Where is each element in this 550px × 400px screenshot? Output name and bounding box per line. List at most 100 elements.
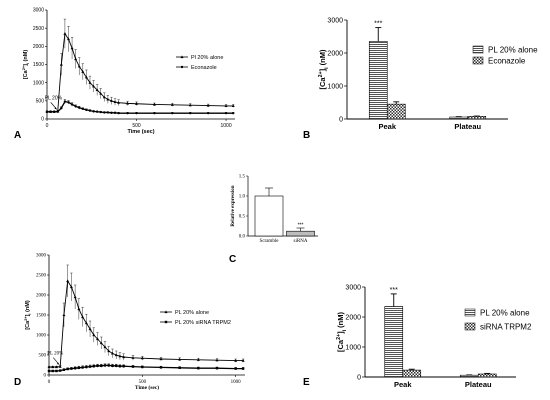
ylabel-part: i <box>342 329 348 331</box>
ylabel-part: (nM) <box>25 300 31 313</box>
data-point <box>135 102 139 105</box>
data-point <box>110 351 114 355</box>
data-point <box>234 359 238 362</box>
ylabel-part: ] <box>318 68 327 71</box>
data-point <box>73 367 77 370</box>
data-point <box>78 106 81 109</box>
data-point <box>100 364 103 367</box>
x-tick-label: 1000 <box>231 380 242 385</box>
plots: 0 500 1000 1500 2000 2500 3000 0 500 1000 Time (se… <box>22 8 538 391</box>
category-label: Plateau <box>454 122 481 131</box>
bar <box>459 374 479 378</box>
x-tick-label: 500 <box>132 123 141 129</box>
data-point <box>117 101 121 104</box>
bar <box>286 230 315 237</box>
legend-label: Econazole <box>191 65 217 71</box>
data-point <box>81 315 85 319</box>
y-tick-label: 0 <box>44 374 47 379</box>
legend-swatch <box>464 322 476 331</box>
data-point <box>67 101 70 104</box>
data-point <box>103 364 107 367</box>
bar <box>368 41 388 120</box>
legend-label: PL 20% siRNA TRPM2 <box>175 320 231 326</box>
category-label: siRNA <box>294 239 308 244</box>
ylabel-part: (nM) <box>318 49 327 67</box>
data-point <box>241 367 245 370</box>
x-tick-label: 500 <box>139 380 147 385</box>
data-point <box>88 327 92 331</box>
data-point <box>95 88 99 92</box>
data-point <box>126 101 130 105</box>
ylabel-part: ] <box>23 64 29 66</box>
data-point <box>62 313 66 317</box>
legend-swatch <box>472 56 484 65</box>
data-point <box>224 104 228 108</box>
data-point <box>45 110 49 113</box>
y-tick-label: 3000 <box>33 8 44 14</box>
data-point <box>55 369 58 373</box>
ylabel-part: [Ca <box>25 320 31 330</box>
data-point <box>74 105 77 108</box>
y-tick-label: 1000 <box>327 83 343 90</box>
bar <box>449 116 469 120</box>
data-point <box>131 365 135 368</box>
bar <box>254 195 284 237</box>
x-tick-label: 0 <box>46 123 49 129</box>
data-point <box>70 46 74 50</box>
category-label: Peak <box>378 122 396 131</box>
data-point <box>106 111 110 114</box>
data-point <box>47 369 51 373</box>
line-chart-A: 0 500 1000 1500 2000 2500 3000 0 500 1000 Time (se… <box>33 8 235 135</box>
ylabel-part: i <box>28 313 32 314</box>
significance-label: *** <box>298 223 304 229</box>
data-point <box>95 110 99 113</box>
data-point <box>232 111 235 115</box>
ylabel-part: (nM) <box>23 50 29 63</box>
data-point <box>122 365 125 368</box>
y-tick-label: 0 <box>357 374 361 381</box>
legend-label: PL 20% alone <box>488 46 538 55</box>
data-point <box>140 356 144 360</box>
data-point <box>152 102 156 106</box>
data-point <box>74 57 78 61</box>
data-point <box>215 367 219 370</box>
data-point <box>77 64 81 68</box>
ylabel-part: [Ca <box>23 69 29 79</box>
panel-label-d: D <box>14 377 21 388</box>
data-point <box>188 103 192 107</box>
data-point <box>189 111 192 115</box>
legend-label: siRNA TRPM2 <box>480 323 532 332</box>
y-tick-label: 3000 <box>327 17 343 24</box>
data-point <box>231 104 235 108</box>
y-tick-label: 2000 <box>327 50 343 57</box>
data-point <box>106 97 110 101</box>
y-axis-label: Relative expression <box>231 185 236 226</box>
data-point <box>99 91 103 95</box>
data-point <box>153 111 156 115</box>
data-point <box>103 111 106 114</box>
data-point <box>118 365 122 368</box>
data-point <box>102 95 106 99</box>
x-axis-label: Time (sec) <box>127 129 154 135</box>
data-point <box>224 111 228 115</box>
ylabel-part: (nM) <box>336 312 345 330</box>
data-point <box>70 103 74 106</box>
y-tick-label: 2500 <box>36 274 47 279</box>
legend-marker <box>164 320 168 324</box>
data-point <box>85 108 88 112</box>
data-point <box>117 111 120 115</box>
y-tick-label: 1500 <box>33 62 44 68</box>
data-point <box>84 75 88 79</box>
data-point <box>109 99 113 102</box>
bar-chart-E: 0 1000 2000 3000 Peak *** Plateau PL 20% alone s… <box>345 284 532 389</box>
data-point <box>103 345 107 349</box>
data-point <box>178 366 181 369</box>
data-point <box>241 359 245 362</box>
panel-label-c: C <box>229 254 236 265</box>
bar <box>467 116 487 120</box>
y-tick-label: 1.5 <box>239 175 246 180</box>
data-point <box>66 367 69 371</box>
panel-label-b: B <box>303 130 310 141</box>
x-tick-label: 0 <box>48 380 51 385</box>
